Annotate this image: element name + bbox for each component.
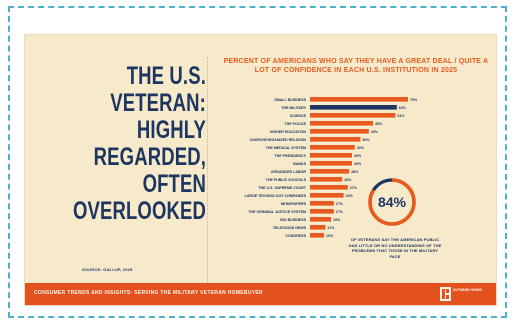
headline-line: VETERAN: [110,89,206,117]
bar [310,225,326,230]
footer-text: CONSUMER TRENDS AND INSIGHTS: SERVING TH… [34,290,263,296]
value-label: 30% [354,162,362,166]
category-label: THE MEDICAL SYSTEM [266,146,306,150]
bar [310,169,350,174]
donut-value: 84% [377,194,407,210]
category-label: BIG BUSINESS [280,218,306,222]
headline-line: OVERLOOKED [72,197,206,225]
bar-chart: SMALL BUSINESS 70% THE MILITARY 62% SCIENCE 6… [245,97,418,238]
value-label: 61% [397,114,405,118]
bar [310,201,334,206]
category-label: THE PRESIDENCY [274,154,306,158]
value-label: 30% [354,154,362,158]
bar [310,185,348,190]
value-label: 36% [362,138,370,142]
brand-logo: OUTWARD HOMES [440,287,484,301]
donut-chart: 84% [365,175,419,229]
category-label: THE CRIMINAL JUSTICE SYSTEM [248,210,306,214]
category-label: THE MILITARY [281,106,306,110]
value-label: 11% [327,226,335,230]
headline-line: HIGHLY [136,116,206,144]
logo-icon [440,287,451,301]
value-label: 62% [399,106,407,110]
category-label: SMALL BUSINESS [274,98,306,102]
bar [310,121,373,126]
value-label: 17% [336,210,344,214]
value-label: 45% [375,122,383,126]
value-label: 42% [371,130,379,134]
bar [310,217,331,222]
category-label: THE POLICE [284,122,306,126]
dashed-frame [8,6,507,318]
donut-arc [368,178,416,226]
category-label: SCIENCE [290,114,307,118]
category-label: CONGRESS [285,234,306,238]
bar [310,193,344,198]
bar [310,129,369,134]
infographic-card: THE U.S. VETERAN: HIGHLY REGARDED, OFTEN… [25,35,496,305]
category-label: NEWSPAPERS [281,202,307,206]
category-label: BANKS [293,162,306,166]
chart-title: PERCENT OF AMERICANS WHO SAY THEY HAVE A… [223,58,489,74]
category-label: CHURCH/ORGANIZED RELIGION [249,138,306,142]
value-label: 17% [336,202,344,206]
bar [310,113,396,118]
category-label: THE U.S. SUPREME COURT [258,186,307,190]
bar [310,233,324,238]
bar [310,105,397,110]
source-note: SOURCE: GALLUP, 2025 [82,267,133,272]
category-label: HIGHER EDUCATION [270,130,306,134]
value-label: 32% [357,146,365,150]
logo-text: OUTWARD HOMES [453,288,483,292]
value-label: 70% [410,98,418,102]
headline: THE U.S. VETERAN: HIGHLY REGARDED, OFTEN… [58,63,206,225]
value-label: 28% [351,170,359,174]
category-label: LARGE TECHNOLOGY COMPANIES [245,194,307,198]
bar [310,137,361,142]
bar [310,153,352,158]
headline-line: THE U.S. [126,62,206,90]
donut-caption: OF VETERANS SAY THE AMERICAN PUBLIC HAS … [348,237,442,259]
donut-ring [368,178,416,226]
bar [310,177,343,182]
value-label: 15% [333,218,341,222]
bar [310,209,334,214]
bar [310,97,408,102]
value-label: 23% [344,178,352,182]
headline-line: OFTEN [142,170,206,198]
category-label: TELEVISION NEWS [273,226,307,230]
footer-bar: CONSUMER TRENDS AND INSIGHTS: SERVING TH… [25,283,496,305]
value-label: 27% [350,186,358,190]
category-label: THE PUBLIC SCHOOLS [266,178,307,182]
value-label: 10% [326,234,334,238]
value-label: 24% [346,194,354,198]
bar [310,145,355,150]
divider [207,57,208,283]
headline-line: REGARDED, [93,143,206,171]
category-label: ORGANIZED LABOR [271,170,307,174]
bar [310,161,352,166]
